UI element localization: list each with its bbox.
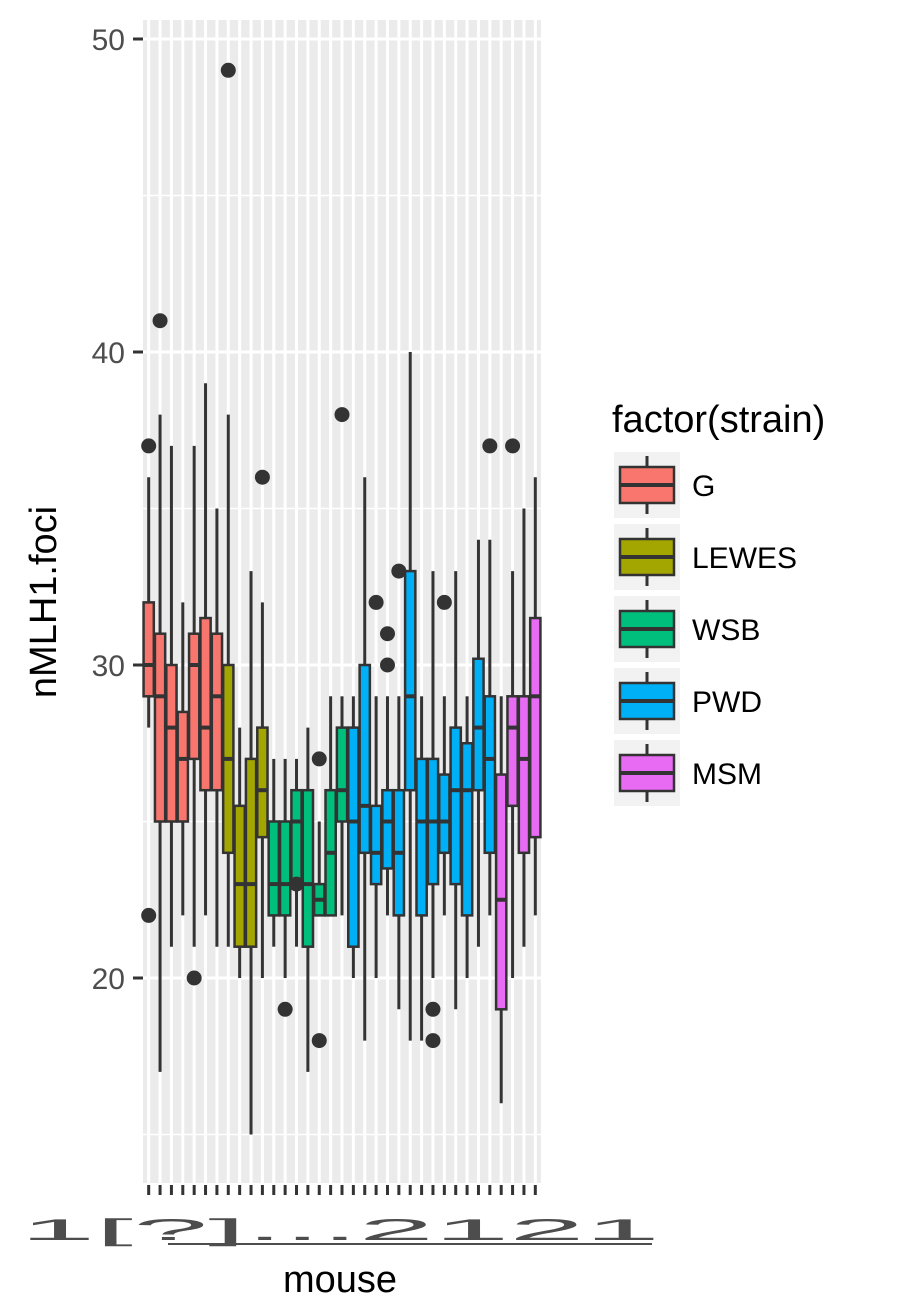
legend-item-msm: MSM: [614, 740, 762, 806]
box-body: [403, 569, 417, 792]
box-body: [369, 804, 383, 886]
box-body: [142, 601, 156, 698]
box-body: [483, 695, 497, 855]
box-body: [517, 695, 531, 855]
outlier-point: [141, 907, 157, 923]
box-body: [290, 788, 303, 886]
box-body: [335, 726, 349, 823]
box-20: [358, 477, 372, 1041]
outlier-point: [141, 438, 157, 454]
box-body: [199, 616, 212, 792]
box-body: [187, 632, 201, 761]
box-body: [358, 663, 372, 855]
box-body: [381, 788, 394, 870]
outlier-point: [425, 1001, 441, 1017]
outlier-point: [379, 626, 395, 642]
y-tick-label: 20: [92, 963, 125, 996]
box-17: [324, 696, 337, 917]
box-15: [301, 727, 315, 1072]
y-tick-label: 30: [92, 650, 125, 683]
box-body: [472, 657, 485, 792]
outlier-point: [254, 469, 270, 485]
legend-item-pwd: PWD: [614, 668, 762, 734]
outlier-point: [311, 1033, 327, 1049]
legend: G LEWES WSB PWD MSM: [614, 452, 797, 806]
box-28: [449, 571, 463, 1010]
legend-label: WSB: [692, 614, 760, 647]
box-body: [165, 663, 178, 823]
box-23: [391, 563, 407, 1010]
legend-label: MSM: [692, 758, 762, 791]
box-body: [153, 632, 167, 823]
box-11: [254, 469, 270, 978]
box-body: [437, 773, 451, 855]
legend-item-lewes: LEWES: [614, 524, 797, 590]
outlier-point: [334, 407, 350, 423]
outlier-point: [186, 970, 202, 986]
box-8: [220, 62, 236, 947]
box-body: [210, 632, 224, 792]
y-tick-label: 50: [92, 24, 125, 57]
outlier-point: [482, 438, 498, 454]
legend-label: LEWES: [692, 542, 797, 575]
y-tick-label: 40: [92, 337, 125, 370]
box-body: [494, 773, 508, 1011]
outlier-point: [505, 438, 521, 454]
legend-item-g: G: [614, 452, 715, 518]
box-26: [425, 571, 441, 1049]
box-4: [176, 602, 190, 916]
box-24: [403, 352, 417, 1041]
box-body: [301, 788, 315, 948]
legend-item-wsb: WSB: [614, 596, 760, 662]
y-axis-title: nMLH1.foci: [23, 506, 65, 698]
outlier-point: [277, 1001, 293, 1017]
x-axis: 1[?]...2121: [20, 1185, 660, 1247]
box-35: [528, 477, 542, 916]
box-6: [199, 383, 212, 916]
box-29: [460, 696, 474, 978]
box-body: [233, 804, 247, 948]
box-1: [141, 438, 157, 923]
outlier-point: [289, 876, 305, 892]
y-axis: 20 30 40 50: [92, 24, 143, 996]
box-body: [244, 757, 258, 948]
box-body: [506, 695, 519, 808]
box-body: [347, 726, 360, 948]
box-32: [494, 696, 508, 1104]
outlier-point: [152, 313, 168, 329]
box-18: [334, 407, 350, 916]
box-body: [449, 726, 463, 886]
x-tick-labels-overlapping: 1[?]...2121: [20, 1214, 660, 1247]
box-22: [379, 626, 395, 916]
outlier-point: [368, 594, 384, 610]
legend-title: factor(strain): [612, 399, 825, 441]
box-series: [141, 62, 542, 1135]
box-body: [278, 820, 292, 917]
legend-label: G: [692, 470, 715, 503]
outlier-point: [311, 751, 327, 767]
box-body: [176, 710, 190, 823]
box-16: [311, 751, 327, 1049]
box-10: [244, 571, 258, 1135]
outlier-point: [379, 657, 395, 673]
box-body: [528, 616, 542, 839]
outlier-point: [436, 594, 452, 610]
box-13: [277, 758, 293, 1017]
box-body: [415, 757, 428, 917]
outlier-point: [425, 1033, 441, 1049]
box-body: [267, 820, 281, 917]
box-body: [460, 742, 474, 917]
outlier-point: [220, 62, 236, 78]
outlier-point: [391, 563, 407, 579]
x-axis-title: mouse: [283, 1259, 397, 1301]
legend-label: PWD: [692, 686, 762, 719]
box-body: [256, 726, 269, 839]
box-19: [347, 696, 360, 978]
